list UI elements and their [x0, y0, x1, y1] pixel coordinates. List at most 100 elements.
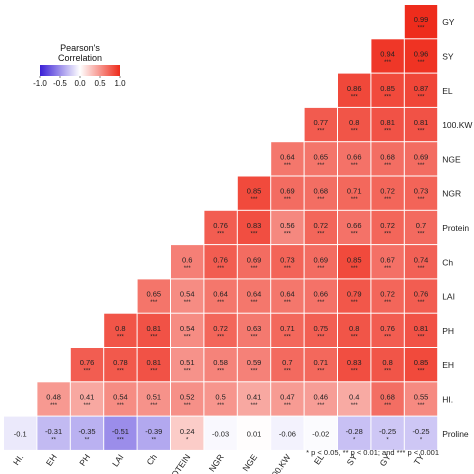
- heatmap-cell: [338, 176, 371, 210]
- cell-value-label: 0.24: [180, 427, 195, 436]
- legend-title-line2: Correlation: [58, 53, 102, 63]
- cell-significance-label: ***: [184, 403, 192, 409]
- cell-significance-label: ***: [384, 163, 392, 169]
- heatmap-cell: [271, 245, 304, 279]
- cell-value-label: 0.72: [213, 324, 228, 333]
- cell-value-label: 0.87: [414, 84, 429, 93]
- cell-value-label: -0.31: [45, 427, 62, 436]
- column-label: Ch: [145, 452, 160, 467]
- heatmap-cell: [271, 279, 304, 313]
- cell-value-label: 0.94: [380, 49, 395, 58]
- cell-value-label: 0.72: [380, 221, 395, 230]
- cell-value-label: 0.64: [247, 290, 262, 299]
- heatmap-cell: [204, 313, 237, 347]
- cell-significance-label: ***: [284, 231, 292, 237]
- cell-significance-label: ***: [351, 369, 359, 375]
- heatmap-cell: [204, 382, 237, 416]
- heatmap-cell: [404, 313, 438, 347]
- cell-value-label: 0.69: [414, 152, 429, 161]
- heatmap-cell: [171, 245, 204, 279]
- cell-value-label: 0.67: [380, 255, 395, 264]
- cell-value-label: 0.76: [414, 290, 429, 299]
- heatmap-cell: [237, 210, 271, 245]
- heatmap-cell: [338, 313, 371, 347]
- cell-significance-label: ***: [351, 266, 359, 272]
- cell-value-label: -0.1: [14, 429, 27, 438]
- cell-value-label: 0.75: [313, 324, 328, 333]
- cell-value-label: 0.71: [313, 358, 328, 367]
- row-label: 100.KW: [442, 120, 472, 130]
- heatmap-cell: [404, 176, 438, 210]
- cell-significance-label: ***: [284, 334, 292, 340]
- cell-significance-label: ***: [384, 94, 392, 100]
- heatmap-cell: [137, 382, 170, 416]
- heatmap-cell: [171, 348, 204, 382]
- cell-significance-label: ***: [317, 403, 325, 409]
- cell-significance-label: ***: [117, 437, 125, 443]
- heatmap-cell: [271, 382, 304, 416]
- cell-value-label: -0.02: [312, 429, 329, 438]
- heatmap-cell: [304, 382, 337, 416]
- cell-value-label: -0.03: [212, 429, 229, 438]
- cell-significance-label: ***: [317, 163, 325, 169]
- cell-value-label: 0.81: [380, 118, 395, 127]
- cell-significance-label: ***: [351, 231, 359, 237]
- heatmap-cell: [70, 348, 104, 382]
- cell-significance-label: ***: [417, 60, 425, 66]
- heatmap-cell: [304, 142, 337, 176]
- column-label: HI.: [11, 452, 25, 467]
- cell-significance-label: ***: [150, 369, 158, 375]
- legend-ticks: -1.0 -0.5 0.0 0.5 1.0: [33, 76, 126, 88]
- heatmap-cell: [237, 245, 271, 279]
- column-label: PROTEIN: [162, 452, 192, 474]
- cell-value-label: 0.63: [247, 324, 262, 333]
- cell-value-label: 0.64: [280, 152, 295, 161]
- cell-value-label: 0.68: [380, 392, 395, 401]
- cell-significance-label: ***: [317, 266, 325, 272]
- cell-value-label: 0.41: [80, 392, 95, 401]
- heatmap-cell: [304, 313, 337, 347]
- cell-significance-label: *: [353, 437, 356, 443]
- cell-significance-label: *: [186, 437, 189, 443]
- cell-significance-label: ***: [351, 197, 359, 203]
- cell-significance-label: ***: [351, 94, 359, 100]
- cell-significance-label: ***: [83, 369, 91, 375]
- heatmap-cell: [171, 382, 204, 416]
- heatmap-cell: [304, 279, 337, 313]
- row-label: GY: [442, 17, 455, 27]
- cell-significance-label: ***: [250, 403, 258, 409]
- heatmap-cell: [137, 416, 170, 450]
- cell-value-label: 0.85: [247, 187, 262, 196]
- cell-value-label: -0.25: [379, 427, 396, 436]
- cell-significance-label: ***: [384, 266, 392, 272]
- heatmap-cell: [304, 348, 337, 382]
- cell-value-label: 0.78: [113, 358, 128, 367]
- row-label: Protein: [442, 223, 469, 233]
- cell-significance-label: ***: [317, 334, 325, 340]
- cell-significance-label: ***: [384, 403, 392, 409]
- cell-significance-label: ***: [417, 163, 425, 169]
- heatmap-cell: [204, 210, 237, 245]
- heatmap-cell: [70, 382, 104, 416]
- heatmap-cell: [204, 348, 237, 382]
- cell-value-label: 0.01: [247, 429, 262, 438]
- heatmap-cell: [271, 313, 304, 347]
- cell-value-label: 0.7: [416, 221, 426, 230]
- heatmap-cell: [37, 416, 70, 450]
- cell-significance-label: **: [51, 437, 56, 443]
- cell-significance-label: ***: [384, 334, 392, 340]
- column-label: NGE: [240, 452, 259, 473]
- cell-significance-label: ***: [184, 300, 192, 306]
- cell-significance-label: ***: [351, 403, 359, 409]
- row-label: PH: [442, 326, 454, 336]
- cell-value-label: 0.8: [382, 358, 392, 367]
- heatmap-cell: [70, 416, 104, 450]
- cell-significance-label: ***: [217, 231, 225, 237]
- cell-significance-label: ***: [217, 369, 225, 375]
- heatmap-cell: [338, 142, 371, 176]
- cell-value-label: 0.7: [282, 358, 292, 367]
- cell-value-label: 0.74: [414, 255, 429, 264]
- row-label: EH: [442, 360, 454, 370]
- cell-value-label: -0.25: [412, 427, 429, 436]
- cell-value-label: 0.69: [247, 255, 262, 264]
